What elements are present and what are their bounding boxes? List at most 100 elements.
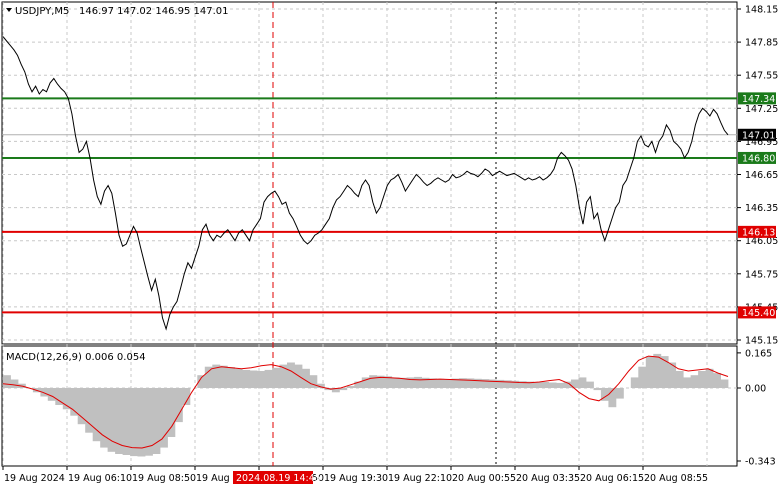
price-tick-label: 146.05 [745, 236, 778, 247]
price-tick-label: 147.85 [745, 38, 778, 49]
macd-bar [62, 388, 71, 410]
grid-lines [2, 2, 737, 466]
macd-bar [339, 388, 348, 391]
macd-bar [331, 388, 340, 393]
macd-bar [234, 368, 243, 388]
macd-bar [212, 364, 221, 388]
macd-bar [488, 379, 497, 388]
macd-bar [309, 375, 318, 388]
macd-bar [660, 356, 669, 388]
macd-bar [107, 388, 116, 452]
macd-bar [541, 382, 549, 388]
macd-bar [160, 388, 168, 448]
price-tick-label: 146.35 [745, 203, 778, 214]
level-price-tag: 146.80 [738, 151, 776, 164]
time-label: 20 Aug 00:55 [452, 473, 516, 484]
price-tick-label: 146.95 [745, 137, 778, 148]
macd-bar [429, 378, 437, 388]
time-label: 19 Aug 1 [196, 473, 239, 484]
macd-bar [100, 388, 109, 448]
time-label: 20 Aug 08:55 [644, 473, 708, 484]
macd-bar [219, 365, 228, 388]
macd-bar [302, 368, 310, 388]
macd-bar [115, 388, 123, 454]
macd-bar [3, 375, 11, 388]
macd-bar [399, 377, 407, 388]
macd-bar [548, 382, 557, 388]
macd-histogram [3, 353, 729, 457]
highlight-time-badge[interactable]: 2024.08.19 14:45 [233, 471, 321, 484]
time-label: 19 Aug 2024 [4, 473, 65, 484]
macd-label: MACD(12,26,9) 0.006 0.054 [6, 352, 146, 363]
macd-signal-line [2, 355, 729, 449]
price-line [2, 36, 729, 331]
macd-bar [77, 388, 86, 425]
macd-bar [496, 379, 505, 388]
macd-bar [354, 381, 363, 388]
macd-bar [683, 377, 692, 388]
macd-bar [526, 381, 535, 388]
macd-bar [436, 378, 445, 388]
macd-bar [720, 379, 729, 388]
macd-bar [630, 377, 639, 388]
svg-text:147.01: 147.01 [742, 130, 775, 141]
time-label: 19 Aug 22:10 [388, 473, 452, 484]
macd-bar [533, 382, 542, 388]
level-price-tag: 147.34 [738, 92, 776, 105]
macd-bar [182, 388, 191, 405]
macd-bar [122, 388, 131, 455]
macd-bar [451, 378, 460, 388]
time-label: 20 Aug 06:15 [580, 473, 644, 484]
macd-bar [615, 388, 624, 399]
macd-bar [369, 375, 378, 388]
price-tick-label: 147.25 [745, 104, 778, 115]
macd-bar [578, 377, 587, 388]
time-label: 19 Aug 08:50 [132, 473, 196, 484]
macd-bar [376, 375, 385, 388]
macd-bar [279, 364, 288, 388]
macd-bar [638, 366, 647, 388]
macd-bar [645, 356, 654, 388]
macd-bar [421, 377, 430, 388]
time-label: 20 Aug 03:35 [516, 473, 580, 484]
macd-bar [316, 383, 325, 388]
ohlc-values: 146.97 147.02 146.95 147.01 [79, 6, 229, 17]
chart-menu-triangle-icon[interactable] [6, 8, 12, 12]
macd-bar [713, 373, 721, 388]
macd-bar [167, 388, 176, 437]
price-tick-label: 145.15 [745, 336, 778, 347]
macd-bar [481, 379, 490, 388]
macd-bar [70, 388, 79, 416]
macd-bar [675, 371, 684, 388]
macd-bar [227, 367, 236, 388]
macd-bar [130, 388, 138, 457]
macd-bar [511, 380, 520, 388]
macd-bar [40, 388, 49, 397]
macd-bar [249, 370, 258, 388]
macd-bar [10, 379, 19, 388]
time-label: 19 Aug 06:10 [68, 473, 132, 484]
macd-tick-label: -0.343 [745, 457, 776, 468]
macd-bar [653, 353, 662, 388]
macd-bar [503, 380, 512, 388]
macd-bar [563, 381, 572, 388]
macd-bar [264, 369, 273, 388]
macd-bar [406, 377, 415, 388]
macd-bar [698, 371, 706, 388]
current-price-tag: 147.01 [738, 128, 776, 141]
macd-bar [414, 376, 422, 388]
macd-bar [384, 376, 393, 388]
svg-text:145.40: 145.40 [742, 308, 775, 319]
macd-bar [690, 375, 699, 388]
macd-bar [242, 369, 251, 388]
macd-bar [518, 381, 527, 388]
macd-bar [586, 381, 594, 388]
macd-bar [473, 378, 482, 388]
macd-bar [287, 362, 295, 388]
macd-bar [391, 377, 400, 388]
price-tick-label: 146.65 [745, 170, 778, 181]
price-tick-label: 145.75 [745, 269, 778, 280]
macd-bar [600, 388, 609, 401]
macd-tick-label: 0.00 [745, 384, 766, 395]
